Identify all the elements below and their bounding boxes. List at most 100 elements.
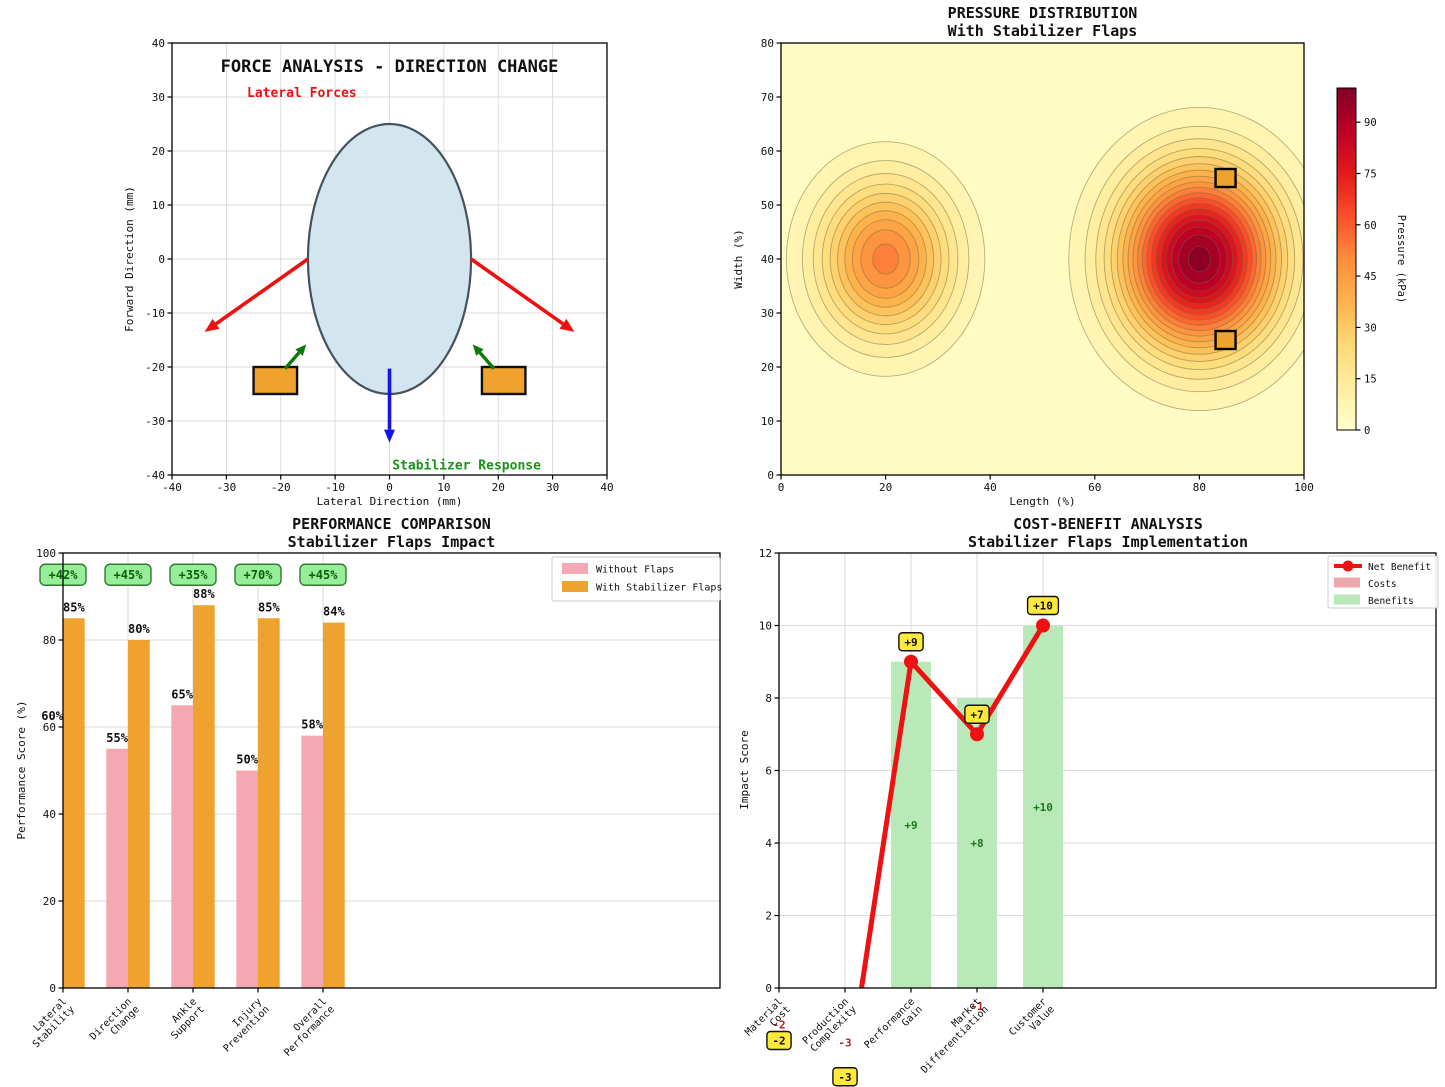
colorbar-tick-label: 0 — [1364, 425, 1370, 437]
flap-marker-0 — [1214, 167, 1237, 189]
net-badge-label-0: -2 — [772, 1035, 785, 1048]
y-tick-label: -20 — [145, 361, 165, 374]
y-tick-label: 4 — [765, 837, 772, 850]
bar-without-flaps-2 — [171, 705, 193, 988]
colorbar-tick-label: 45 — [1364, 271, 1377, 283]
y-tick-label: 80 — [43, 634, 56, 647]
performance-spines — [62, 552, 721, 989]
pressure-panel-title: PRESSURE DISTRIBUTION With Stabilizer Fl… — [781, 4, 1304, 40]
y-tick-label: 0 — [158, 253, 165, 266]
x-tick-label: -30 — [216, 481, 236, 494]
net-benefit-point-2 — [904, 654, 918, 669]
net-badge-0 — [766, 1030, 792, 1051]
x-tick-label: 40 — [984, 481, 997, 494]
improvement-badge-label-4: +45% — [309, 568, 339, 582]
stabilizer-arrow-1-head — [472, 344, 484, 356]
bar-with-flaps-2 — [193, 605, 215, 988]
y-tick-label: 20 — [152, 145, 165, 158]
improvement-badge-label-3: +70% — [244, 568, 274, 582]
benefit-value-label-2: +9 — [904, 819, 917, 832]
x-tick-label: -40 — [162, 481, 182, 494]
pressure-field — [781, 43, 1304, 475]
lateral-forces-label: Lateral Forces — [247, 86, 357, 101]
shoe-outline — [306, 122, 473, 396]
x-tick-label: 10 — [437, 481, 450, 494]
bar-with-flaps-0 — [63, 618, 85, 988]
benefit-value-label-4: +10 — [1033, 801, 1053, 814]
lateral-force-arrow-0-shaft — [215, 257, 309, 326]
legend-label-benefits: Benefits — [1368, 596, 1414, 607]
lateral-force-arrow-1-shaft — [470, 257, 564, 326]
legend-label-1: With Stabilizer Flaps — [596, 583, 722, 594]
value-label-without-1: 55% — [106, 731, 128, 745]
pressure-contour-0-50 — [872, 243, 899, 275]
cost-value-label-0: -2 — [772, 1018, 785, 1031]
stabilizer-flap-box-0 — [252, 365, 299, 396]
y-tick-label: 40 — [43, 808, 56, 821]
y-tick-label: 8 — [765, 692, 772, 705]
legend-swatch-benefits — [1334, 594, 1360, 605]
y-tick-label: 10 — [759, 620, 772, 633]
x-tick-label: 20 — [879, 481, 892, 494]
colorbar-tick-label: 30 — [1364, 322, 1377, 334]
category-label-1: DirectionChange — [88, 996, 142, 1050]
value-label-without-0: 60% — [41, 709, 63, 723]
force-xaxis-label: Lateral Direction (mm) — [317, 495, 463, 508]
costbenefit-panel-title: COST-BENEFIT ANALYSIS Stabilizer Flaps I… — [781, 515, 1435, 551]
value-label-with-1: 80% — [128, 622, 150, 636]
net-benefit-point-4 — [1036, 618, 1050, 633]
y-tick-label: 40 — [152, 37, 165, 50]
improvement-badge-1 — [104, 563, 152, 586]
legend-swatch-0 — [562, 563, 588, 574]
y-tick-label: 0 — [767, 469, 774, 482]
y-tick-label: 2 — [765, 910, 772, 923]
performance-yaxis-label: Performance Score (%) — [15, 700, 28, 839]
x-tick-label: -20 — [271, 481, 291, 494]
pressure-xaxis-label: Length (%) — [1009, 495, 1075, 508]
benefit-bar-4 — [1023, 625, 1063, 988]
pressure-title-line2: With Stabilizer Flaps — [947, 21, 1138, 40]
value-label-without-2: 65% — [171, 687, 193, 701]
category-label-3: InjuryPrevention — [214, 996, 272, 1054]
performance-bars — [63, 605, 345, 988]
costbenefit-title-line1: COST-BENEFIT ANALYSIS — [1013, 515, 1203, 533]
performance-panel-title: PERFORMANCE COMPARISON Stabilizer Flaps … — [63, 515, 720, 551]
colorbar-tick-label: 75 — [1364, 169, 1377, 181]
x-tick-label: 60 — [1088, 481, 1101, 494]
value-label-without-4: 58% — [301, 718, 323, 732]
x-tick-label: 30 — [546, 481, 559, 494]
x-tick-label: 40 — [600, 481, 613, 494]
y-tick-label: 0 — [49, 982, 56, 995]
value-label-with-2: 88% — [193, 587, 215, 601]
category-label-4: OverallPerformance — [275, 996, 337, 1058]
net-badge-label-4: +10 — [1033, 600, 1053, 613]
net-badge-label-3: +7 — [970, 708, 983, 721]
value-label-with-0: 85% — [63, 600, 85, 614]
bar-with-flaps-4 — [323, 622, 345, 988]
cost-value-label-1: -3 — [838, 1036, 851, 1049]
legend-label-0: Without Flaps — [596, 565, 674, 576]
net-badge-label-1: -3 — [838, 1071, 851, 1084]
y-tick-label: 80 — [761, 37, 774, 50]
value-label-without-3: 50% — [236, 753, 258, 767]
performance-title-line2: Stabilizer Flaps Impact — [287, 532, 496, 551]
improvement-badge-4 — [299, 563, 347, 586]
y-tick-label: 70 — [761, 91, 774, 104]
legend-net-marker — [1342, 560, 1354, 572]
colorbar — [1336, 87, 1357, 431]
stabilizer-arrow-0-head — [295, 344, 307, 356]
y-tick-label: -40 — [145, 469, 165, 482]
lateral-force-arrow-0-head — [204, 318, 220, 332]
y-tick-label: 40 — [761, 253, 774, 266]
colorbar-tick-label: 15 — [1364, 374, 1377, 386]
benefit-value-label-3: +8 — [970, 837, 983, 850]
category-label-3: MarketDifferentiation — [911, 996, 990, 1075]
legend-swatch-costs — [1334, 577, 1360, 588]
stabilizer-flap-box-1 — [480, 365, 527, 396]
y-tick-label: -10 — [145, 307, 165, 320]
value-label-with-3: 85% — [258, 600, 280, 614]
stabilizer-arrow-0-shaft — [283, 351, 301, 370]
y-tick-label: 12 — [759, 547, 772, 560]
